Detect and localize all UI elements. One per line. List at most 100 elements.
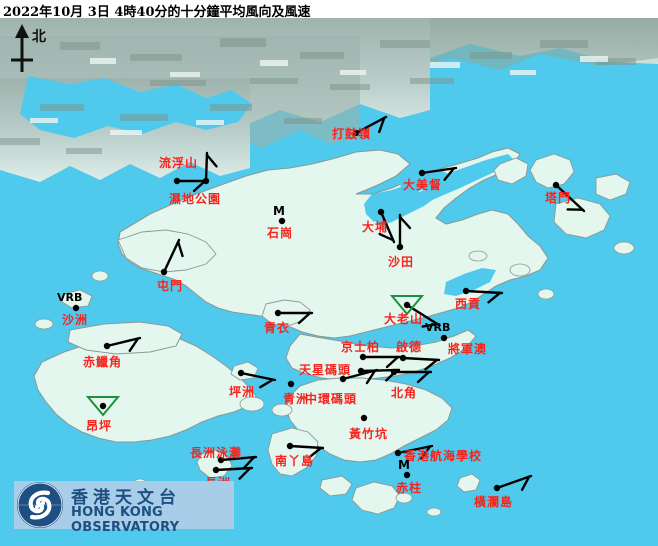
wind-barb[interactable] <box>214 466 254 480</box>
station-label[interactable]: 昂坪 <box>86 419 113 433</box>
station-label[interactable]: 北角 <box>391 386 418 400</box>
station-label[interactable]: 南丫島 <box>275 454 315 468</box>
station-dot[interactable] <box>403 471 411 479</box>
elevated-station-triangle-icon[interactable] <box>85 396 121 417</box>
station-dot[interactable] <box>552 181 560 189</box>
barb-shaft <box>341 368 379 381</box>
station-label[interactable]: 大老山 <box>384 312 424 326</box>
station-dot[interactable] <box>212 466 220 474</box>
station-label[interactable]: 京士柏 <box>341 340 381 354</box>
station-dot[interactable] <box>103 342 111 350</box>
barb-shaft <box>162 238 181 274</box>
wind-barb[interactable] <box>396 444 434 460</box>
station-label[interactable]: 香港航海學校 <box>404 449 483 463</box>
station-label[interactable]: 黃竹坑 <box>349 427 389 441</box>
station-label[interactable]: 大美督 <box>403 178 443 192</box>
barb-feather <box>242 455 256 470</box>
barb-feather <box>378 232 395 242</box>
wind-barb[interactable] <box>341 368 379 385</box>
station-dot[interactable] <box>160 268 168 276</box>
barb-feather <box>424 358 439 371</box>
wind-barb[interactable] <box>162 238 184 274</box>
variable-wind-marker: VRB <box>57 291 83 304</box>
station-dot[interactable] <box>399 354 407 362</box>
station-label[interactable]: 青衣 <box>264 321 291 335</box>
station-label[interactable]: 濕地公園 <box>169 192 222 206</box>
station-label[interactable]: 赤柱 <box>396 481 423 495</box>
wind-barb[interactable] <box>105 336 142 352</box>
station-label[interactable]: 沙田 <box>388 255 415 269</box>
station-label[interactable]: 屯門 <box>157 279 184 293</box>
station-label[interactable]: 坪洲 <box>229 385 256 399</box>
station-dot[interactable] <box>339 375 347 383</box>
station-dot[interactable] <box>396 243 404 251</box>
wind-barb[interactable] <box>398 213 412 249</box>
station-label[interactable]: 石崗 <box>267 226 294 240</box>
station-label[interactable]: 西貢 <box>455 297 482 311</box>
wind-barb[interactable] <box>361 355 402 369</box>
station-dot[interactable] <box>390 368 398 376</box>
barb-shaft <box>379 210 396 244</box>
station-label[interactable]: 啟德 <box>396 340 423 354</box>
station-label[interactable]: 將軍澳 <box>448 342 488 356</box>
barb-feather <box>297 311 312 325</box>
wind-barb[interactable] <box>276 311 314 325</box>
station-dot[interactable] <box>278 217 286 225</box>
station-dot[interactable] <box>274 309 282 317</box>
north-arrow-icon <box>11 24 33 72</box>
station-dot[interactable] <box>287 380 295 388</box>
wind-barb[interactable] <box>420 166 458 181</box>
station-label[interactable]: 長洲泳灘 <box>190 446 243 460</box>
station-dot[interactable] <box>418 169 426 177</box>
wind-barb[interactable] <box>392 370 433 384</box>
logo-name-cn: 香港天文台 <box>71 488 181 508</box>
station-dot[interactable] <box>352 129 360 137</box>
wind-barb[interactable] <box>219 455 258 470</box>
wind-barb[interactable] <box>204 151 218 183</box>
station-label[interactable]: 大埔 <box>362 220 389 234</box>
barb-shaft <box>214 466 254 472</box>
station-dot[interactable] <box>286 442 294 450</box>
wind-barb[interactable] <box>239 371 277 389</box>
station-dot[interactable] <box>394 449 402 457</box>
wind-barb-layer[interactable] <box>0 18 658 546</box>
station-dot[interactable] <box>359 353 367 361</box>
wind-barb[interactable] <box>288 444 325 459</box>
station-dot[interactable] <box>173 177 181 185</box>
station-dot[interactable] <box>357 367 365 375</box>
station-label[interactable]: 塔門 <box>545 191 572 205</box>
station-dot[interactable] <box>440 334 448 342</box>
station-dot[interactable] <box>493 484 501 492</box>
station-dot[interactable] <box>99 402 107 410</box>
wind-barb[interactable] <box>554 183 586 213</box>
wind-barb[interactable] <box>495 474 533 491</box>
station-dot[interactable] <box>72 304 80 312</box>
wind-barb[interactable] <box>464 289 504 304</box>
station-label[interactable]: 流浮山 <box>159 156 199 170</box>
station-dot[interactable] <box>462 287 470 295</box>
barb-feather <box>308 446 323 459</box>
station-label[interactable]: 橫瀾島 <box>474 495 514 509</box>
station-label[interactable]: 打鼓嶺 <box>332 127 372 141</box>
wind-barb[interactable] <box>378 210 396 244</box>
station-label[interactable]: 中環碼頭 <box>305 392 358 406</box>
station-label[interactable]: 赤鱲角 <box>83 355 123 369</box>
elevated-station-triangle-icon[interactable] <box>389 295 425 316</box>
wind-barb[interactable] <box>175 179 209 193</box>
missing-data-marker: M <box>398 458 410 472</box>
station-dot[interactable] <box>217 456 225 464</box>
map-canvas[interactable]: 打鼓嶺流浮山濕地公園石崗 M 大美督塔門大埔沙田屯門沙洲 VRB 西貢大老山青衣赤鱲角 京… <box>0 18 658 546</box>
station-label[interactable]: 青洲 <box>283 392 310 406</box>
station-dot[interactable] <box>360 414 368 422</box>
station-label[interactable]: 沙洲 <box>62 313 89 327</box>
station-dot[interactable] <box>237 369 245 377</box>
station-dot[interactable] <box>377 208 385 216</box>
station-dot[interactable] <box>202 177 210 185</box>
wind-barb[interactable] <box>354 115 388 135</box>
barb-feather <box>420 445 432 460</box>
station-dot[interactable] <box>403 301 411 309</box>
barb-shaft <box>204 151 209 183</box>
station-label[interactable]: 天星碼頭 <box>299 363 352 377</box>
wind-barb[interactable] <box>401 356 441 371</box>
barb-feather <box>385 355 400 369</box>
